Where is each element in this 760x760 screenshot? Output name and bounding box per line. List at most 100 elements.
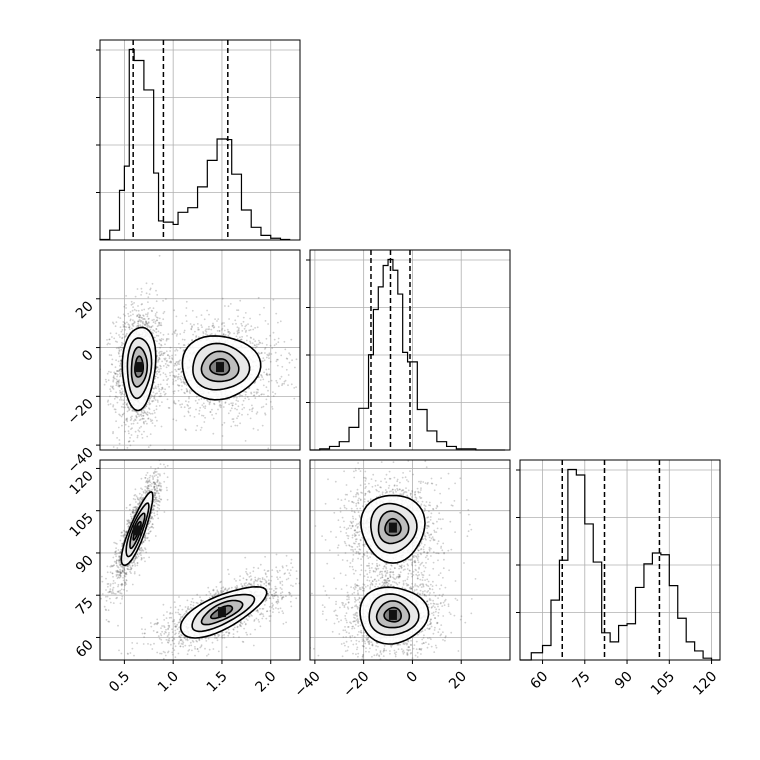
sample-point <box>120 348 123 351</box>
sample-point <box>137 325 140 327</box>
sample-point <box>186 404 189 406</box>
sample-point <box>281 598 283 601</box>
sample-point <box>222 333 225 335</box>
sample-point <box>119 574 122 577</box>
sample-point <box>237 309 240 312</box>
sample-point <box>156 419 158 422</box>
sample-point <box>146 480 149 482</box>
sample-point <box>219 403 222 406</box>
sample-point <box>173 401 175 404</box>
sample-point <box>137 309 140 312</box>
sample-point <box>222 590 225 593</box>
sample-point <box>277 578 279 580</box>
sample-point <box>142 490 145 493</box>
sample-point <box>142 540 145 543</box>
sample-point <box>259 580 262 583</box>
sample-point <box>123 421 126 424</box>
sample-point <box>181 385 183 387</box>
sample-point <box>243 406 246 409</box>
sample-point <box>118 439 121 441</box>
sample-point <box>251 408 254 410</box>
sample-point <box>186 653 189 656</box>
sample-point <box>109 565 112 568</box>
sample-point <box>148 325 151 328</box>
sample-point <box>243 327 246 330</box>
sample-point <box>191 339 193 342</box>
sample-point <box>137 320 140 323</box>
sample-point <box>137 305 139 307</box>
sample-point <box>258 341 261 344</box>
sample-point <box>172 418 175 421</box>
sample-point <box>152 518 154 520</box>
sample-point <box>237 328 240 331</box>
sample-point <box>185 638 187 641</box>
sample-point <box>133 572 136 575</box>
sample-point <box>117 385 120 387</box>
sample-point <box>125 506 128 509</box>
sample-point <box>119 551 122 553</box>
sample-point <box>136 498 139 500</box>
sample-point <box>168 361 171 363</box>
sample-point <box>142 540 145 543</box>
sample-point <box>264 352 266 354</box>
sample-point <box>246 573 249 576</box>
sample-point <box>108 370 110 373</box>
sample-point <box>121 424 123 427</box>
sample-point <box>139 314 142 317</box>
histogram-frame-0 <box>99 39 301 241</box>
sample-point <box>125 326 128 328</box>
sample-point <box>115 562 118 565</box>
sample-point <box>166 464 169 467</box>
sample-point <box>252 566 255 569</box>
sample-point <box>114 395 117 398</box>
sample-point <box>179 619 181 621</box>
sample-point <box>114 582 116 584</box>
sample-point <box>117 590 120 593</box>
sample-point <box>122 333 124 336</box>
sample-point <box>156 631 158 634</box>
sample-point <box>117 351 120 354</box>
sample-point <box>231 323 234 325</box>
sample-point <box>163 310 166 313</box>
sample-point <box>269 401 272 403</box>
sample-point <box>120 344 123 346</box>
sample-point <box>140 547 143 550</box>
sample-point <box>238 393 241 396</box>
sample-point <box>237 315 239 318</box>
sample-point <box>144 411 147 414</box>
sample-point <box>166 489 168 492</box>
sample-point <box>157 359 160 362</box>
sample-point <box>172 382 175 384</box>
sample-point <box>115 547 117 550</box>
sample-point <box>104 378 107 381</box>
sample-point <box>154 471 157 474</box>
sample-point <box>221 323 223 326</box>
sample-point <box>140 433 143 436</box>
sample-point <box>185 388 188 390</box>
sample-point <box>250 337 253 339</box>
sample-point <box>119 551 122 554</box>
sample-point <box>107 379 110 382</box>
sample-point <box>123 574 126 577</box>
sample-point <box>177 361 180 364</box>
sample-point <box>156 373 158 375</box>
sample-point <box>119 552 121 555</box>
sample-point <box>117 380 120 382</box>
sample-point <box>250 579 252 581</box>
sample-point <box>214 333 217 336</box>
sample-point <box>108 354 111 356</box>
sample-point <box>142 322 145 325</box>
sample-point <box>139 552 142 554</box>
sample-point <box>153 514 156 517</box>
sample-point <box>145 313 147 316</box>
sample-point <box>183 406 186 409</box>
sample-point <box>141 497 144 500</box>
sample-point <box>129 570 132 573</box>
sample-point <box>223 325 226 327</box>
sample-point <box>260 374 262 376</box>
sample-point <box>153 498 156 501</box>
sample-point <box>213 402 215 405</box>
sample-point <box>188 396 190 398</box>
sample-point <box>216 330 219 332</box>
sample-point <box>142 549 145 552</box>
